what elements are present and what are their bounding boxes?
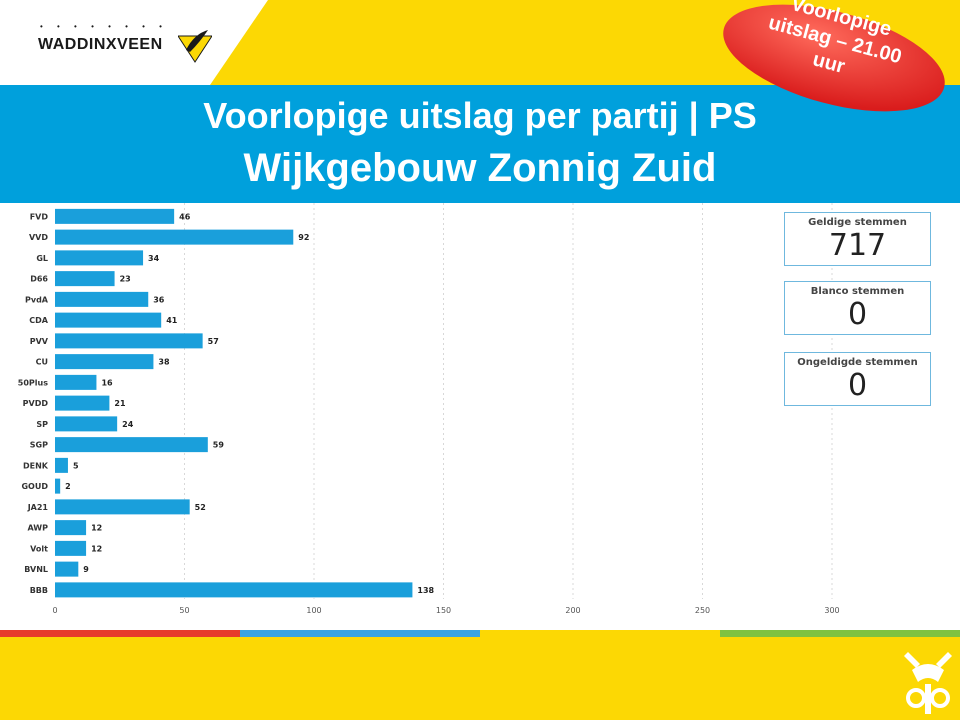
data-label: 59 (213, 441, 225, 450)
bar (55, 395, 110, 411)
category-label: PVV (30, 337, 49, 346)
kpi-value: 0 (847, 297, 868, 332)
logo-dots: • • • • • • • • (40, 22, 168, 31)
category-label: AWP (27, 524, 48, 533)
category-label: JA21 (27, 503, 49, 512)
x-tick-label: 150 (436, 606, 451, 615)
preliminary-result-badge (723, 4, 945, 112)
kpi-value: 717 (828, 228, 887, 263)
data-label: 2 (65, 482, 71, 491)
bar (55, 437, 208, 453)
x-tick-label: 300 (824, 606, 839, 615)
bar (55, 582, 413, 598)
category-label: CU (36, 358, 48, 367)
page-title: Voorlopige uitslag per partij | PS (203, 95, 757, 136)
bar (55, 457, 68, 473)
bar (55, 416, 118, 432)
kpi-blank-votes: Blanco stemmen 0 (784, 281, 931, 335)
kpi-label: Blanco stemmen (810, 286, 905, 297)
bar (55, 271, 115, 287)
category-label: PvdA (25, 295, 49, 304)
logo-text: WADDINXVEEN (38, 36, 163, 53)
bar (55, 208, 175, 224)
bar (55, 229, 294, 245)
category-label: SP (36, 420, 48, 429)
bar (55, 540, 87, 556)
bar (55, 250, 144, 266)
bar (55, 333, 203, 349)
stripe-green (720, 630, 960, 637)
bar (55, 374, 97, 390)
data-label: 12 (91, 524, 102, 533)
stripe-red (0, 630, 240, 637)
kpi-label: Geldige stemmen (808, 217, 907, 228)
x-tick-label: 50 (179, 606, 189, 615)
data-label: 34 (148, 254, 160, 263)
stripe-yellow (480, 630, 720, 637)
x-tick-label: 0 (52, 606, 57, 615)
logo-emblem-icon (178, 30, 212, 63)
bar (55, 561, 79, 577)
category-label: D66 (30, 275, 48, 284)
title-banner (0, 85, 960, 203)
bar (55, 478, 61, 494)
bar (55, 520, 87, 536)
data-label: 46 (179, 212, 191, 221)
data-label: 36 (153, 295, 165, 304)
location-subtitle: Wijkgebouw Zonnig Zuid (243, 146, 717, 190)
category-label: GOUD (21, 482, 48, 491)
category-label: Volt (30, 544, 48, 553)
data-label: 16 (101, 378, 113, 387)
data-label: 21 (114, 399, 126, 408)
data-label: 24 (122, 420, 134, 429)
x-tick-label: 100 (306, 606, 321, 615)
kpi-valid-votes: Geldige stemmen 717 (784, 212, 931, 266)
x-tick-label: 200 (565, 606, 580, 615)
data-label: 38 (158, 358, 170, 367)
data-label: 9 (83, 565, 89, 574)
chart-panel: 0 50 100 150 200 250 300 FVD 46 VVD 92 GL 34 D66 23 Pvd… (0, 203, 960, 630)
data-label: 23 (120, 275, 131, 284)
bar (55, 291, 149, 307)
kpi-value: 0 (847, 368, 868, 403)
category-label: 50Plus (18, 378, 48, 387)
category-label: FVD (30, 212, 49, 221)
bar (55, 312, 162, 328)
kpi-invalid-votes: Ongeldigde stemmen 0 (784, 352, 931, 406)
data-label: 12 (91, 544, 102, 553)
data-label: 5 (73, 461, 79, 470)
bar (55, 499, 190, 515)
category-label: VVD (29, 233, 48, 242)
category-label: SGP (30, 441, 48, 450)
data-label: 52 (195, 503, 206, 512)
category-label: BBB (30, 586, 48, 595)
waddinxveen-logo: • • • • • • • • WADDINXVEEN (38, 22, 218, 68)
municipal-crest-icon (904, 652, 952, 714)
x-tick-label: 250 (695, 606, 710, 615)
data-label: 57 (208, 337, 219, 346)
kpi-label: Ongeldigde stemmen (797, 357, 918, 368)
category-label: DENK (23, 461, 49, 470)
category-label: CDA (29, 316, 49, 325)
data-label: 138 (417, 586, 434, 595)
data-label: 41 (166, 316, 178, 325)
category-label: PVDD (23, 399, 49, 408)
category-label: GL (36, 254, 48, 263)
bar (55, 354, 154, 370)
data-label: 92 (298, 233, 309, 242)
stripe-blue (240, 630, 480, 637)
category-label: BVNL (24, 565, 48, 574)
